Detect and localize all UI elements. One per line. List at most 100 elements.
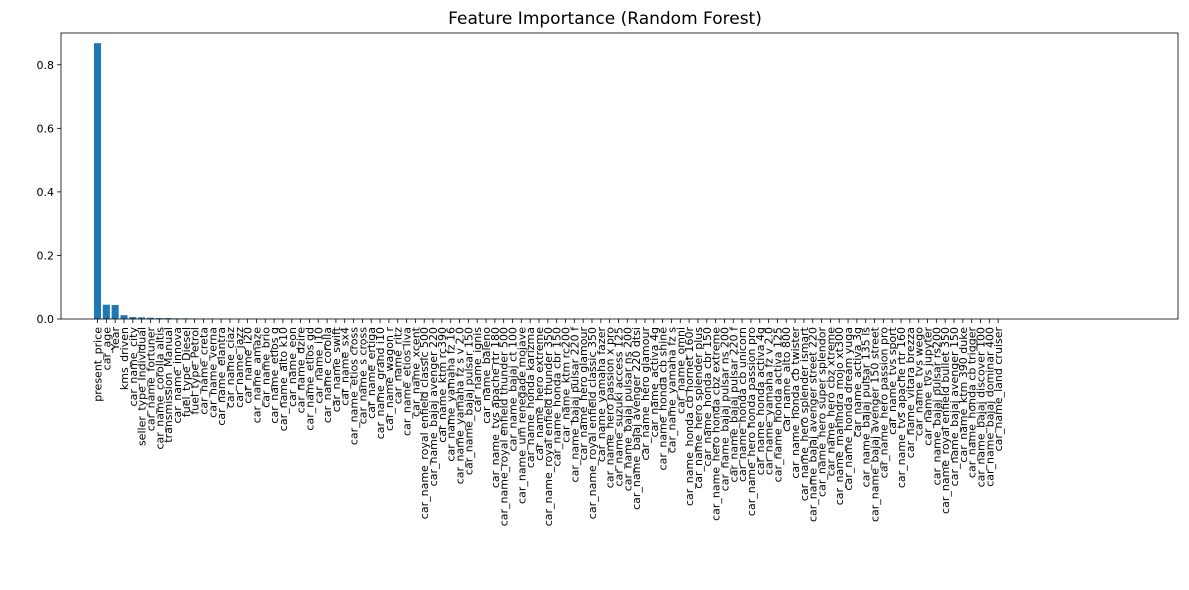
- chart-title: Feature Importance (Random Forest): [448, 9, 762, 29]
- x-tick-label: car_name_grand i10: [374, 327, 387, 439]
- x-tick-label: car_name_vitara brezza: [904, 327, 917, 458]
- y-tick-label: 0.2: [37, 249, 55, 262]
- x-tick-label: car_name_activa 4g: [648, 327, 661, 437]
- x-tick-label: transmission_Manual: [162, 327, 175, 443]
- x-tick-label: car_name_bajaj avenger 150 street: [869, 326, 882, 522]
- x-tick-label: car_name_royal enfield thunder 350: [542, 327, 555, 526]
- x-tick-label: car_name_mahindra mojo xt300: [833, 327, 846, 505]
- x-tick-label: car_name_bajaj dominar 400: [983, 327, 996, 487]
- x-tick-label: car_name_ktm rc200: [559, 327, 572, 443]
- y-tick-label: 0.6: [37, 122, 55, 135]
- y-tick-label: 0.8: [37, 59, 55, 72]
- x-tick-label: car_name_land cruiser: [992, 327, 1005, 452]
- bar: [129, 317, 137, 319]
- x-tick-label: car_name_honda activa 4g: [754, 327, 767, 475]
- x-tick-label: car_name_bajaj avenger 220 dtsi: [630, 327, 643, 510]
- x-tick-label: car_name_bajaj pulsar ns 200: [718, 327, 731, 491]
- x-tick-label: seller_type_Individual: [136, 327, 149, 446]
- x-tick-label: car_name_hero splender plus: [692, 327, 705, 489]
- x-tick-label: car_name_s cross: [356, 327, 369, 425]
- x-tick-label: car_name_ciaz: [224, 327, 237, 408]
- bar: [164, 318, 172, 319]
- x-tick-label: car_name_etios g: [268, 327, 281, 424]
- y-tick-label: 0.0: [37, 313, 55, 326]
- x-tick-label: car_name_activa 3g: [851, 327, 864, 437]
- x-tick-label: car_name_yamaha fazer: [595, 327, 608, 463]
- x-tick-label: fuel_type_Diesel: [180, 327, 193, 417]
- x-tick-label: car_name_hero super splendor: [816, 327, 829, 497]
- x-tick-label: car_name_um renegade mojave: [515, 327, 528, 504]
- x-tick-label: car_name_honda cb hornet 160r: [683, 327, 696, 507]
- x-tick-label: fuel_type_Petrol: [189, 327, 202, 415]
- x-tick-label: car_name_bajaj pulsar 150: [462, 327, 475, 475]
- x-tick-label: car_name_bajaj pulsar 220 f: [727, 326, 740, 483]
- x-tick-label: car_name_etios gd: [303, 327, 316, 431]
- x-tick-label: car_name_honda dream yuga: [842, 327, 855, 491]
- bar: [146, 317, 155, 319]
- x-tick-label: car_name_corolla altis: [153, 327, 166, 450]
- bar: [102, 304, 110, 319]
- x-tick-label: Year: [109, 327, 122, 352]
- x-tick-label: car_name_hero extreme: [533, 327, 546, 461]
- x-tick-label: car_name_royal enfield thunder 500: [498, 327, 511, 526]
- x-tick-label: car_name_yamaha fz 16: [445, 327, 458, 462]
- x-tick-label: car_name_honda cb shine: [657, 327, 670, 471]
- x-tick-label: car_name_hero honda cbz extreme: [710, 327, 723, 521]
- x-tick-label: car_name_hero passion pro: [877, 327, 890, 478]
- x-tick-label: present_price: [92, 327, 105, 402]
- x-tick-label: car_name_xcent: [409, 326, 422, 417]
- x-tick-label: car_name_eon: [286, 327, 299, 407]
- x-tick-label: car_name_sx4: [339, 327, 352, 406]
- bar: [155, 318, 163, 319]
- x-tick-label: car_name_alto k10: [277, 327, 290, 431]
- x-tick-label: car_name_swift: [330, 326, 343, 412]
- x-tick-label: car_name_verna: [206, 327, 219, 418]
- bar: [111, 305, 119, 319]
- x-tick-label: car_name_omni: [674, 327, 687, 414]
- bar: [93, 43, 102, 320]
- x-tick-label: car_name_i20: [242, 327, 255, 404]
- x-tick-label: car_name_yamaha fz v 2.0: [763, 327, 776, 475]
- x-tick-label: car_name_city: [127, 327, 140, 407]
- x-tick-label: car_name_ktm 390 duke: [957, 327, 970, 463]
- x-tick-label: car_name_innova: [171, 327, 184, 424]
- x-tick-label: car_name_royal enfield bullet 350: [939, 327, 952, 514]
- x-tick-label: car_name_yamaha fz s v 2.0: [454, 327, 467, 484]
- x-tick-label: car_name_yamaha fz s: [665, 327, 678, 454]
- y-tick-label: 0.4: [37, 186, 55, 199]
- x-tick-label: car_age: [100, 327, 113, 371]
- x-tick-label: car_name_corolla: [321, 327, 334, 423]
- x-tick-label: car_name_bajaj pulsar ns 200: [621, 327, 634, 491]
- x-tick-label: car_name_honda activa 125: [771, 327, 784, 482]
- x-tick-label: car_name_ignis: [471, 327, 484, 413]
- x-tick-label: car_name_hero glamour: [577, 327, 590, 461]
- x-tick-label: car_name_bajaj avenger 150: [948, 327, 961, 486]
- plot-frame: [60, 32, 1179, 320]
- x-tick-label: car_name_hero cbz xtreme: [824, 327, 837, 477]
- x-tick-label: car_name_bajaj avenger street 220: [807, 327, 820, 522]
- x-tick-label: car_name_ertiga: [365, 327, 378, 419]
- x-tick-label: car_name_royal enfield classic 500: [418, 327, 431, 519]
- x-tick-label: car_name_bajaj pulsar 220 f: [568, 326, 581, 483]
- x-tick-label: car_name_wagon r: [383, 327, 396, 431]
- x-tick-label: car_name_suzuki access 125: [612, 327, 625, 486]
- x-tick-label: car_name_honda cbr 150: [551, 327, 564, 466]
- x-tick-label: car_name_bajaj discover 100: [975, 327, 988, 487]
- bar: [138, 317, 146, 319]
- x-tick-label: car_name_amaze: [250, 327, 263, 423]
- y-axis: 0.0 0.2 0.4 0.6 0.8: [37, 59, 61, 326]
- bars-group: [93, 43, 1002, 320]
- x-tick-label: car_name_tvs apache rtr 160: [895, 327, 908, 488]
- x-tick-label: car_name_jazz: [233, 327, 246, 408]
- x-tick-label: car_name_ritz: [392, 327, 405, 404]
- x-tick-label: car_name_hero passion x pro: [604, 327, 617, 488]
- x-tick-label: car_name_bajaj avenger 220: [427, 327, 440, 486]
- x-tick-label: car_name_honda cb twister: [789, 327, 802, 479]
- x-tick-label: car_name_hero glamour: [639, 327, 652, 461]
- x-axis-labels: present_pricecar_ageYearkms_drivencar_na…: [92, 319, 1005, 526]
- x-tick-label: car_name_etios liva: [401, 327, 414, 436]
- bar: [120, 315, 128, 319]
- x-tick-label: car_name_hero honda passion pro: [745, 327, 758, 516]
- x-tick-label: car_name_alto 800: [780, 327, 793, 432]
